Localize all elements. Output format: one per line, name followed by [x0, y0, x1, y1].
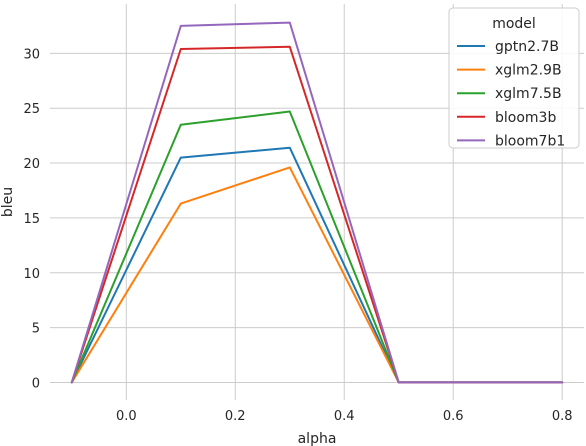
x-tick-label: 0.2 — [225, 409, 246, 424]
series-lines — [70, 21, 564, 384]
tick-labels: 0.0 0.2 0.4 0.6 0.8 0 5 10 15 20 25 30 — [23, 47, 572, 424]
x-tick-label: 0.6 — [443, 409, 464, 424]
series-line-bloom7b1 — [70, 21, 564, 384]
y-tick-label: 30 — [23, 47, 40, 62]
x-tick-label: 0.0 — [116, 409, 137, 424]
legend: model gptn2.7B xglm2.9B xglm7.5B bloom3b bloo… — [448, 7, 580, 149]
legend-label: xglm7.5B — [495, 86, 562, 102]
y-tick-label: 15 — [23, 212, 40, 227]
y-tick-label: 5 — [32, 322, 40, 337]
legend-label: gptn2.7B — [495, 39, 559, 55]
legend-box — [448, 7, 580, 149]
legend-label: xglm2.9B — [495, 63, 562, 79]
legend-label: bloom7b1 — [495, 133, 565, 149]
y-tick-label: 0 — [32, 376, 40, 391]
x-tick-label: 0.8 — [552, 409, 573, 424]
x-tick-label: 0.4 — [334, 409, 355, 424]
legend-title: model — [492, 16, 536, 32]
y-tick-label: 10 — [23, 267, 40, 282]
legend-label: bloom3b — [495, 110, 556, 126]
y-tick-label: 20 — [23, 157, 40, 172]
y-tick-label: 25 — [23, 102, 40, 117]
x-axis-title: alpha — [298, 431, 337, 446]
y-axis-title: bleu — [0, 187, 16, 217]
